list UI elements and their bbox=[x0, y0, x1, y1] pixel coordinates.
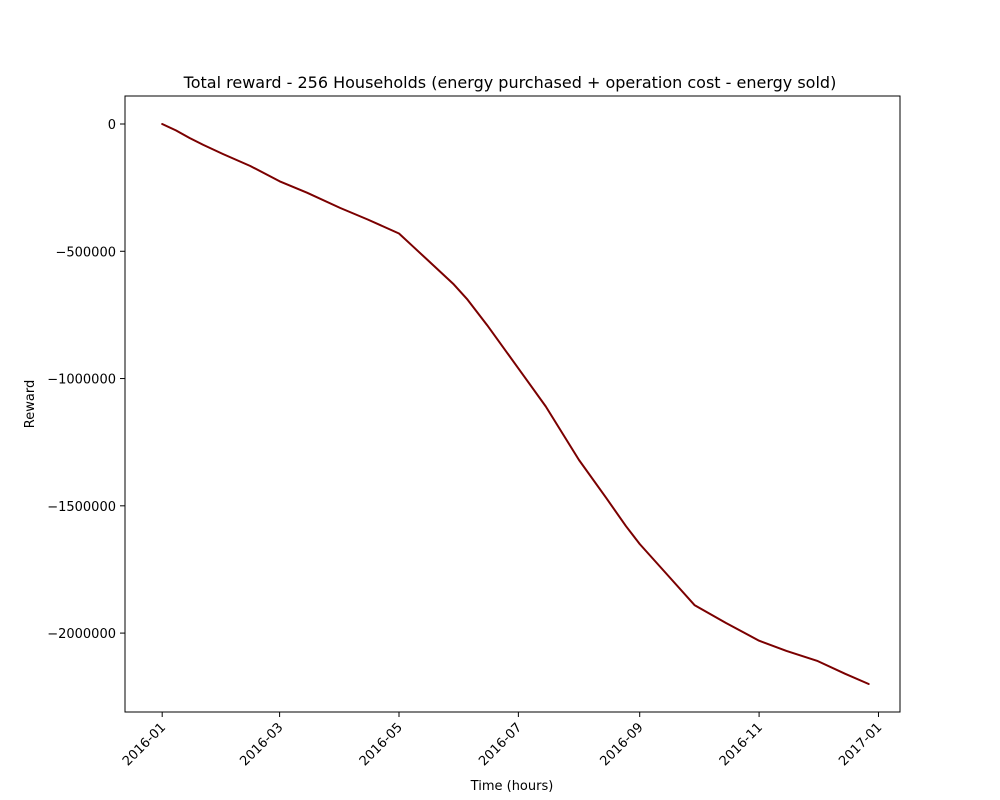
plot-area bbox=[161, 123, 870, 685]
y-axis: 0 −500000 −1000000 −1500000 −2000000 bbox=[47, 118, 125, 642]
y-tick-label: 0 bbox=[108, 118, 116, 133]
y-axis-label: Reward bbox=[23, 380, 38, 428]
y-tick-label: −1000000 bbox=[47, 373, 116, 388]
plot-frame bbox=[124, 95, 901, 713]
x-axis-label: Time (hours) bbox=[470, 779, 554, 794]
y-tick-label: −500000 bbox=[55, 245, 116, 260]
series-line-total-reward bbox=[161, 123, 870, 685]
chart-title: Total reward - 256 Households (energy pu… bbox=[183, 73, 837, 92]
y-tick-label: −1500000 bbox=[47, 500, 116, 515]
y-tick-label: −2000000 bbox=[47, 627, 116, 642]
